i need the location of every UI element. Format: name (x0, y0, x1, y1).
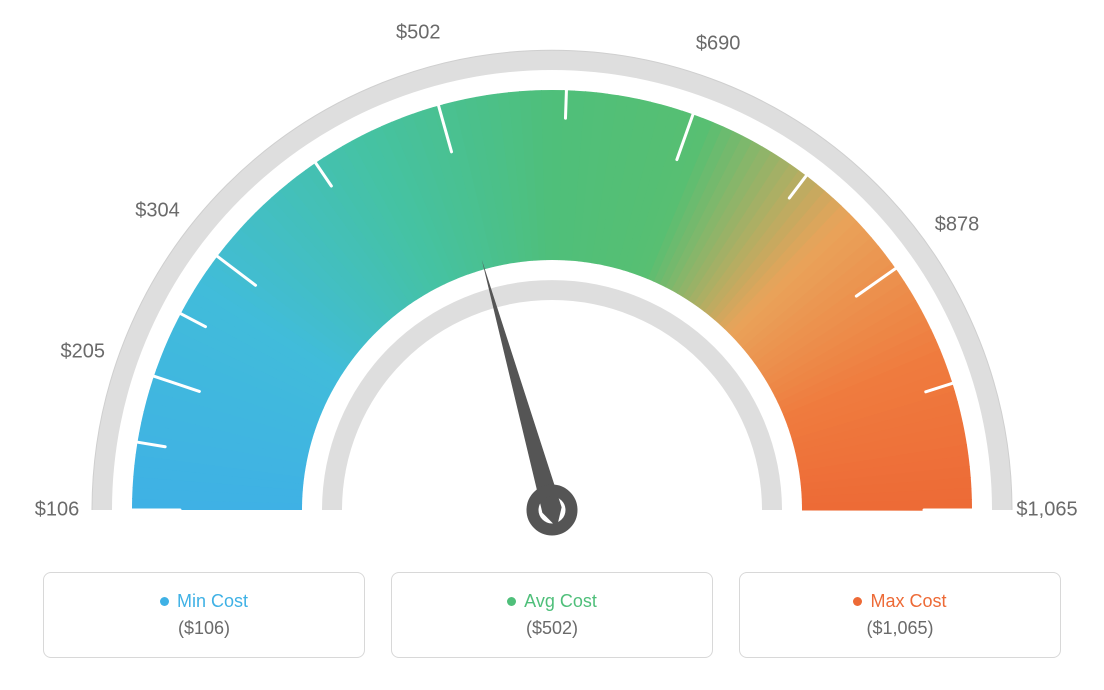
gauge-svg (0, 0, 1104, 560)
scale-label: $205 (61, 341, 106, 364)
dot-icon (160, 597, 169, 606)
legend-label: Min Cost (177, 591, 248, 612)
legend-value: ($1,065) (866, 618, 933, 639)
legend-label: Avg Cost (524, 591, 597, 612)
legend-card-min: Min Cost ($106) (43, 572, 365, 658)
legend-value: ($106) (178, 618, 230, 639)
legend-card-max: Max Cost ($1,065) (739, 572, 1061, 658)
legend: Min Cost ($106) Avg Cost ($502) Max Cost… (43, 572, 1061, 658)
dot-icon (507, 597, 516, 606)
scale-label: $502 (396, 22, 441, 45)
cost-gauge: $106 $205 $304 $502 $690 $878 $1,065 (0, 0, 1104, 560)
legend-value: ($502) (526, 618, 578, 639)
scale-label: $690 (696, 32, 741, 55)
scale-label: $1,065 (1016, 499, 1077, 522)
legend-card-avg: Avg Cost ($502) (391, 572, 713, 658)
scale-label: $878 (935, 214, 980, 237)
legend-label: Max Cost (870, 591, 946, 612)
scale-label: $106 (35, 499, 80, 522)
scale-label: $304 (135, 199, 180, 222)
dot-icon (853, 597, 862, 606)
